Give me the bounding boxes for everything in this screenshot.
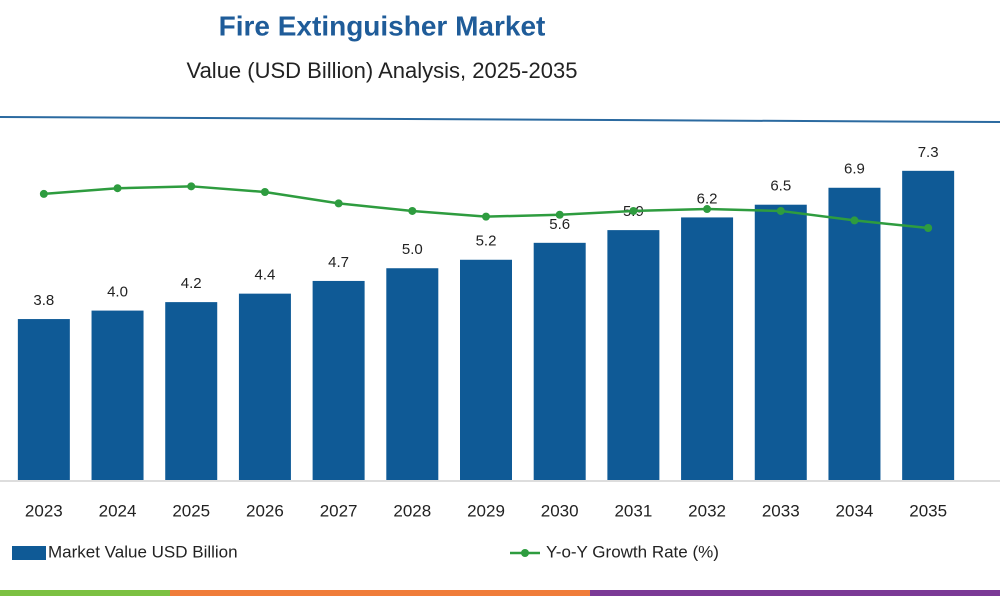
x-tick-label: 2028 [393,501,431,520]
chart-subtitle: Value (USD Billion) Analysis, 2025-2035 [187,58,578,83]
value-label: 5.6 [549,216,570,233]
legend-swatch [521,549,529,557]
line-point [629,206,638,215]
line-point [703,205,712,214]
x-tick-label: 2033 [762,501,800,520]
line-point [260,188,269,196]
x-tick-label: 2030 [541,501,579,520]
bar [460,259,512,480]
line-point [924,224,933,232]
value-label: 4.0 [107,284,128,301]
bar [828,187,881,480]
bar [165,302,218,480]
value-label: 3.8 [33,292,54,309]
x-tick-label: 2025 [172,501,210,520]
header-rule [0,116,1000,123]
value-label: 6.9 [844,161,865,178]
x-tick-label: 2026 [246,501,284,520]
line-point [113,184,122,193]
line-point [482,212,490,221]
line-point [776,206,785,215]
value-label: 4.4 [254,267,275,284]
legend-label: Y-o-Y Growth Rate (%) [546,542,719,561]
bar [312,280,365,480]
x-tick-label: 2032 [688,501,726,520]
footer-strip [170,590,590,596]
line-point [334,199,343,208]
line-point [187,182,196,191]
line-point [39,189,48,198]
bar [17,319,70,480]
value-label: 5.2 [476,233,497,250]
x-tick-label: 2024 [99,501,137,520]
x-tick-label: 2027 [320,501,358,520]
bar [238,293,291,480]
bar [902,170,955,480]
value-label: 4.2 [181,275,202,292]
footer-strip [0,590,170,596]
x-tick-label: 2035 [909,501,947,520]
bar [754,204,807,481]
value-label: 7.3 [918,144,939,161]
x-tick-label: 2034 [836,501,874,520]
bar [91,310,144,480]
legend-swatch [12,546,46,560]
x-tick-label: 2031 [614,501,652,520]
legend-label: Market Value USD Billion [48,542,238,561]
footer-strip [590,590,1000,596]
value-label: 4.7 [328,254,349,271]
bar [386,268,439,480]
line-point [850,216,859,225]
bar [681,217,734,481]
bar [533,242,586,480]
chart-title: Fire Extinguisher Market [219,10,546,41]
line-point [408,206,417,215]
bar [607,230,660,480]
value-label: 6.5 [770,178,791,195]
value-label: 6.2 [697,190,718,207]
x-tick-label: 2029 [467,501,505,520]
x-tick-label: 2023 [25,501,63,520]
line-point [555,210,564,219]
value-label: 5.0 [402,241,423,258]
